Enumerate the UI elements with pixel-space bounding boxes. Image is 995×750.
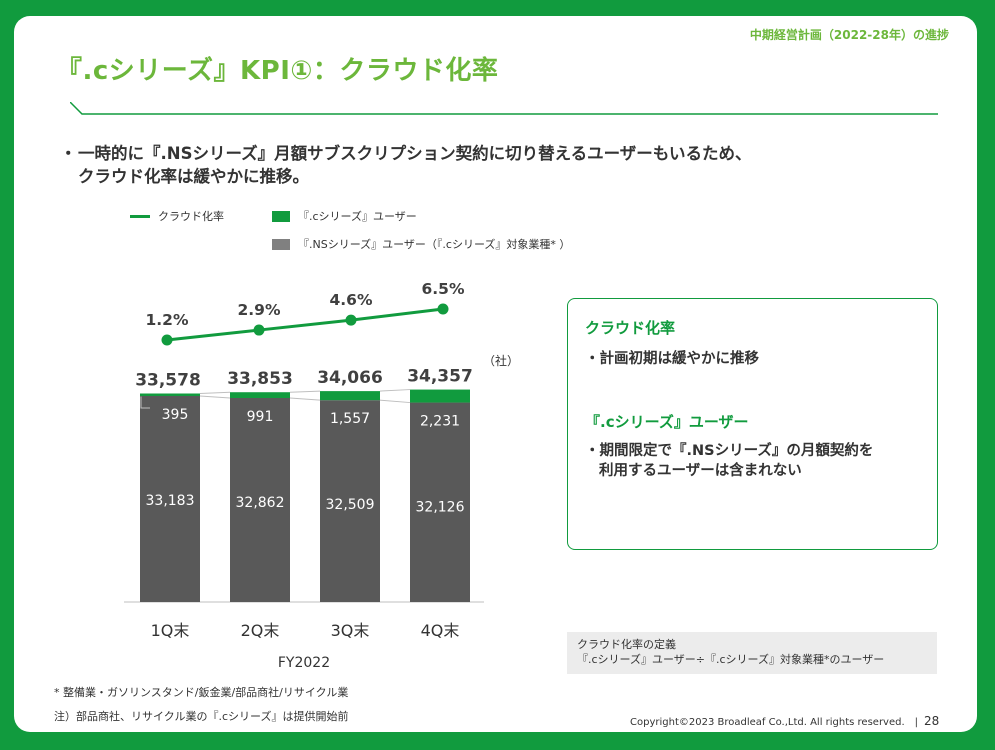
bar-c-users bbox=[140, 393, 200, 396]
x-axis-title: FY2022 bbox=[278, 655, 330, 671]
cloud-rate-chart: 33,183 395 33,578 1Q末 32,862 991 33,853 2Q末 32,5… bbox=[124, 280, 519, 671]
lead-bullet: ・ bbox=[60, 144, 77, 163]
title-underline bbox=[70, 102, 938, 115]
data-label-total: 33,853 bbox=[227, 369, 293, 389]
cloud-rate-label: 4.6% bbox=[330, 291, 373, 309]
cloud-rate-point bbox=[253, 324, 265, 336]
data-label-ns-users: 33,183 bbox=[146, 493, 195, 509]
legend-label-c-users: 『.cシリーズ』ユーザー bbox=[298, 210, 417, 223]
connector-line-top bbox=[199, 391, 231, 394]
cloud-rate-point bbox=[345, 314, 357, 326]
x-tick-label: 2Q末 bbox=[241, 621, 280, 640]
connector-line-top bbox=[379, 389, 411, 392]
legend-gray-swatch bbox=[272, 238, 290, 250]
cloud-rate-label: 6.5% bbox=[422, 280, 465, 298]
footer-separator: | bbox=[914, 717, 919, 728]
data-label-c-users: 2,231 bbox=[420, 414, 460, 430]
bar-ns-users bbox=[320, 400, 380, 602]
bar-c-users bbox=[320, 391, 380, 401]
lead-line-2: クラウド化率は緩やかに推移。 bbox=[78, 167, 309, 186]
info-text-cloud-rate: ・計画初期は緩やかに推移 bbox=[585, 351, 759, 367]
data-label-ns-users: 32,126 bbox=[416, 500, 465, 516]
info-heading-cloud-rate: クラウド化率 bbox=[585, 319, 676, 337]
cloud-rate-label: 2.9% bbox=[238, 301, 281, 319]
cloud-rate-label: 1.2% bbox=[146, 311, 189, 329]
data-label-total: 34,066 bbox=[317, 368, 383, 388]
connector-line-base bbox=[289, 397, 321, 401]
cloud-rate-line bbox=[166, 307, 444, 342]
lead-line-1: 一時的に『.NSシリーズ』月額サブスクリプション契約に切り替えるユーザーもいるた… bbox=[78, 144, 752, 163]
connector-line-base bbox=[379, 399, 411, 404]
slide: 中期経営計画（2022-28年）の進捗 『.cシリーズ』KPI①：クラウド化率 … bbox=[14, 16, 977, 732]
cloud-rate-point bbox=[161, 334, 173, 346]
bar-ns-users bbox=[230, 397, 290, 602]
definition-box: クラウド化率の定義 『.cシリーズ』ユーザー÷『.cシリーズ』対象業種*のユーザ… bbox=[567, 632, 937, 674]
footnote-2: 注）部品商社、リサイクル業の『.cシリーズ』は提供開始前 bbox=[54, 710, 349, 723]
unit-label: （社） bbox=[483, 353, 519, 368]
data-label-total: 34,357 bbox=[407, 367, 473, 387]
section-tag: 中期経営計画（2022-28年）の進捗 bbox=[749, 28, 949, 42]
lead-text: ・一時的に『.NSシリーズ』月額サブスクリプション契約に切り替えるユーザーもいる… bbox=[60, 142, 920, 188]
data-label-c-users: 991 bbox=[247, 409, 274, 425]
footer: Copyright©2023 Broadleaf Co.,Ltd. All ri… bbox=[630, 714, 939, 728]
bar-c-users bbox=[230, 392, 290, 398]
x-tick-label: 1Q末 bbox=[151, 621, 190, 640]
legend-green-swatch bbox=[272, 210, 290, 222]
data-label-total: 33,578 bbox=[135, 371, 201, 391]
info-text-c-users-line-1: ・期間限定で『.NSシリーズ』の月額契約を bbox=[585, 443, 874, 459]
x-tick-label: 4Q末 bbox=[421, 621, 460, 640]
cloud-rate-point bbox=[437, 303, 449, 315]
bar-ns-users bbox=[140, 396, 200, 602]
bar-ns-users bbox=[410, 402, 470, 602]
legend-item-ns-users: 『.NSシリーズ』ユーザー（『.cシリーズ』対象業種* ） bbox=[272, 236, 570, 252]
data-label-ns-users: 32,862 bbox=[236, 495, 285, 511]
x-tick-label: 3Q末 bbox=[331, 621, 370, 640]
footnote-1: * 整備業・ガソリンスタンド/鈑金業/部品商社/リサイクル業 bbox=[54, 686, 349, 699]
info-heading-c-users: 『.cシリーズ』ユーザー bbox=[585, 413, 749, 431]
legend-item-c-users: 『.cシリーズ』ユーザー bbox=[272, 208, 417, 224]
definition-title: クラウド化率の定義 bbox=[577, 638, 676, 651]
info-box: クラウド化率 ・計画初期は緩やかに推移 『.cシリーズ』ユーザー ・期間限定で『… bbox=[567, 298, 938, 550]
c-users-leader-line bbox=[140, 396, 150, 409]
legend-label-ns-users: 『.NSシリーズ』ユーザー（『.cシリーズ』対象業種* ） bbox=[298, 238, 571, 251]
connector-line-base bbox=[199, 395, 231, 399]
legend-label-cloud-rate: クラウド化率 bbox=[158, 210, 224, 223]
bar-c-users bbox=[410, 389, 470, 403]
legend-line-swatch bbox=[130, 214, 150, 218]
copyright-text: Copyright©2023 Broadleaf Co.,Ltd. All ri… bbox=[630, 717, 905, 728]
legend-item-cloud-rate: クラウド化率 bbox=[130, 208, 224, 224]
info-text-c-users-line-2: 利用するユーザーは含まれない bbox=[599, 463, 802, 479]
page-number: 28 bbox=[924, 714, 940, 728]
info-text-c-users: ・期間限定で『.NSシリーズ』の月額契約を 利用するユーザーは含まれない bbox=[585, 441, 873, 481]
data-label-ns-users: 32,509 bbox=[326, 497, 375, 513]
connector-line-top bbox=[289, 390, 321, 393]
data-label-c-users: 395 bbox=[162, 407, 189, 423]
data-label-c-users: 1,557 bbox=[330, 411, 370, 427]
definition-formula: 『.cシリーズ』ユーザー÷『.cシリーズ』対象業種*のユーザー bbox=[577, 653, 885, 666]
page-title: 『.cシリーズ』KPI①：クラウド化率 bbox=[56, 56, 499, 86]
